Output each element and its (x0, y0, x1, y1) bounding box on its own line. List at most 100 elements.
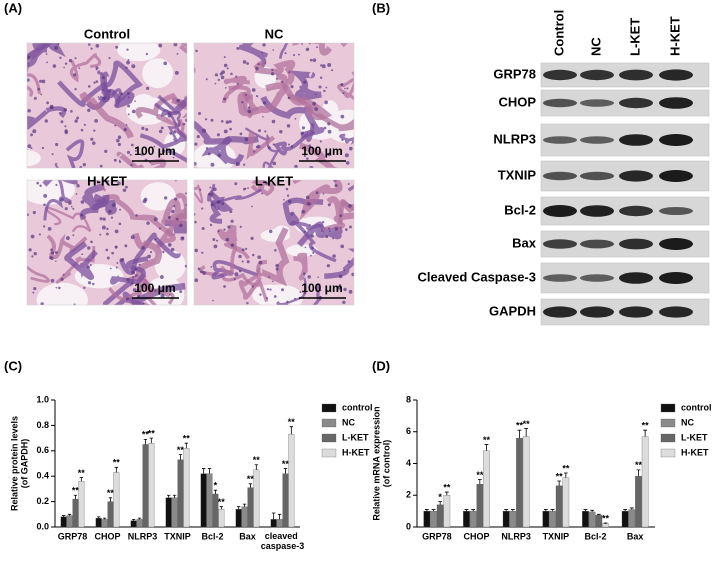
panel-label: (B) (372, 0, 390, 15)
significance: ** (247, 474, 255, 484)
nucleus (262, 115, 264, 118)
nucleus (33, 96, 37, 100)
error-bar (623, 509, 628, 512)
band (580, 99, 614, 107)
nucleus (142, 199, 147, 204)
scale-bar-label: 100 μm (134, 144, 175, 158)
nucleus (167, 111, 170, 114)
nucleus (272, 280, 274, 283)
nucleus (106, 227, 109, 231)
nucleus (303, 154, 307, 158)
x-tick-label: cleaved caspase-3 (261, 531, 305, 551)
nucleus (228, 120, 232, 124)
error-bar (272, 512, 276, 520)
nucleus (303, 290, 307, 295)
epithelium (238, 260, 268, 300)
nucleus (268, 229, 273, 234)
nucleus (166, 286, 169, 289)
nucleus (306, 157, 309, 160)
nucleus (153, 145, 156, 148)
significance: ** (183, 434, 191, 444)
nucleus (141, 246, 145, 250)
nucleus (331, 69, 334, 72)
nucleus (314, 107, 319, 111)
nucleus (342, 300, 346, 304)
y-tick-label: 6 (406, 426, 411, 436)
legend-label: L-KET (342, 432, 369, 442)
band (580, 306, 614, 318)
nucleus (239, 225, 242, 229)
error-bar (557, 480, 562, 486)
nucleus (224, 86, 227, 89)
nucleus (209, 223, 213, 227)
nucleus (119, 258, 124, 262)
nucleus (135, 214, 138, 217)
nucleus (197, 267, 201, 271)
epithelium (98, 60, 143, 105)
group-label: Control (84, 26, 130, 41)
nucleus (328, 227, 331, 230)
nucleus (76, 184, 80, 188)
error-bar (108, 497, 113, 502)
nucleus (253, 150, 256, 153)
nucleus (113, 158, 117, 162)
nucleus (131, 143, 134, 147)
nucleus (27, 108, 31, 113)
nucleus (101, 225, 106, 230)
nucleus (117, 142, 121, 147)
nucleus (272, 143, 275, 146)
nucleus (170, 247, 175, 252)
nucleus (271, 72, 275, 76)
nucleus (310, 234, 314, 238)
significance: ** (78, 468, 86, 478)
legend-swatch (321, 433, 337, 443)
nucleus (39, 79, 43, 83)
nucleus (312, 101, 317, 106)
nucleus (145, 52, 149, 56)
nucleus (294, 164, 298, 168)
nucleus (271, 119, 276, 124)
error-bar (143, 438, 148, 445)
nucleus (58, 286, 61, 290)
nucleus (173, 43, 178, 47)
nucleus (31, 255, 34, 258)
nucleus (57, 43, 60, 45)
error-bar (524, 428, 529, 437)
nucleus (125, 185, 128, 189)
nucleus (126, 278, 130, 282)
nucleus (140, 152, 144, 156)
nucleus (30, 133, 33, 137)
nucleus (136, 294, 141, 298)
band (659, 207, 693, 215)
error-bar (73, 494, 78, 500)
nucleus (288, 71, 291, 74)
nucleus (90, 240, 93, 244)
nucleus (99, 217, 103, 221)
nucleus (348, 225, 352, 229)
scale-bar-label: 100 μm (301, 144, 342, 158)
nucleus (80, 213, 84, 217)
nucleus (312, 131, 315, 134)
nucleus (87, 108, 91, 112)
significance: ** (642, 421, 650, 431)
nucleus (27, 55, 31, 59)
nucleus (321, 64, 326, 69)
band (619, 272, 653, 284)
nucleus (126, 48, 129, 51)
nucleus (340, 114, 345, 119)
epithelium (65, 139, 85, 168)
nucleus (326, 264, 330, 268)
image-border (193, 42, 355, 169)
error-bar (237, 506, 241, 510)
nucleus (251, 88, 256, 92)
nucleus (285, 187, 289, 191)
bar (555, 485, 563, 528)
nucleus (236, 47, 240, 50)
nucleus (32, 210, 36, 215)
nucleus (194, 213, 196, 216)
bar (549, 510, 556, 528)
error-bar (213, 489, 218, 494)
nucleus (81, 253, 84, 256)
epithelium (273, 123, 315, 156)
lumen (142, 58, 174, 89)
